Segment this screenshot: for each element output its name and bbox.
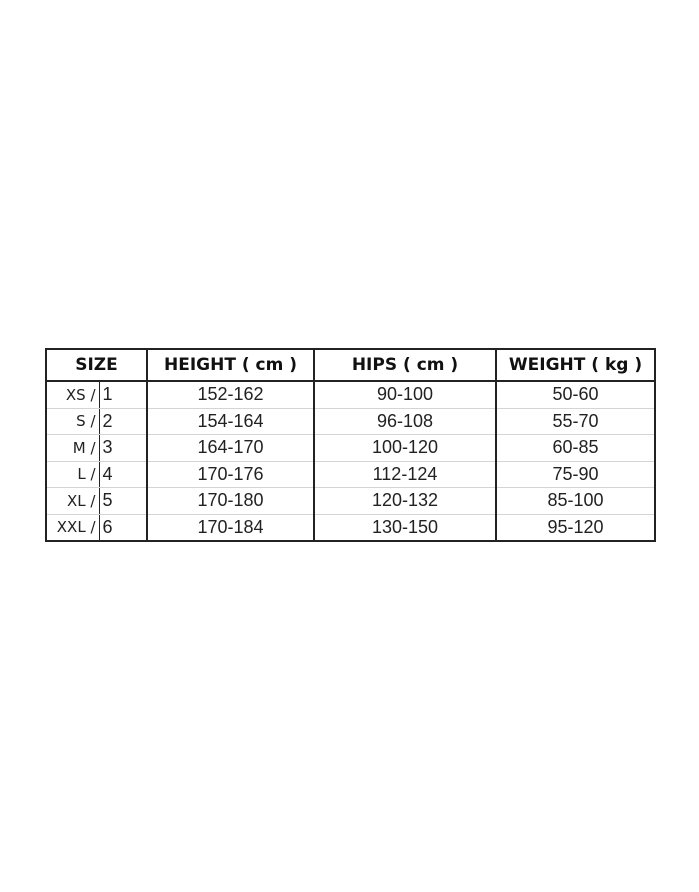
hips-cell: 96-108 (313, 408, 497, 435)
weight-cell: 75-90 (495, 461, 656, 488)
table-row: XXL /6 170-184 130-150 95-120 (45, 514, 656, 542)
size-label: XS / (45, 381, 100, 409)
table-row: XL /5 170-180 120-132 85-100 (45, 487, 656, 515)
height-cell: 170-184 (146, 514, 315, 542)
header-hips: HIPS ( cm ) (313, 348, 497, 382)
size-label: S / (45, 408, 100, 435)
hips-cell: 90-100 (313, 381, 497, 409)
weight-cell: 95-120 (495, 514, 656, 542)
height-cell: 154-164 (146, 408, 315, 435)
table-row: XS /1 152-162 90-100 50-60 (45, 381, 656, 409)
hips-cell: 100-120 (313, 434, 497, 462)
height-cell: 170-176 (146, 461, 315, 488)
size-label: L / (45, 461, 100, 488)
hips-cell: 120-132 (313, 487, 497, 515)
weight-cell: 60-85 (495, 434, 656, 462)
size-number: 6 (99, 514, 148, 542)
height-cell: 170-180 (146, 487, 315, 515)
size-label: XXL / (45, 514, 100, 542)
table-row: M /3 164-170 100-120 60-85 (45, 434, 656, 462)
size-number: 5 (99, 487, 148, 515)
hips-cell: 112-124 (313, 461, 497, 488)
size-number: 3 (99, 434, 148, 462)
size-number: 2 (99, 408, 148, 435)
height-cell: 152-162 (146, 381, 315, 409)
size-label: M / (45, 434, 100, 462)
hips-cell: 130-150 (313, 514, 497, 542)
size-chart-table: SIZE HEIGHT ( cm ) HIPS ( cm ) WEIGHT ( … (45, 348, 656, 542)
table-row: L /4 170-176 112-124 75-90 (45, 461, 656, 488)
weight-cell: 55-70 (495, 408, 656, 435)
size-label: XL / (45, 487, 100, 515)
table-row: S /2 154-164 96-108 55-70 (45, 408, 656, 435)
header-weight: WEIGHT ( kg ) (495, 348, 656, 382)
size-number: 1 (99, 381, 148, 409)
weight-cell: 50-60 (495, 381, 656, 409)
weight-cell: 85-100 (495, 487, 656, 515)
header-row: SIZE HEIGHT ( cm ) HIPS ( cm ) WEIGHT ( … (45, 348, 656, 382)
header-size: SIZE (45, 348, 148, 382)
header-height: HEIGHT ( cm ) (146, 348, 315, 382)
size-number: 4 (99, 461, 148, 488)
height-cell: 164-170 (146, 434, 315, 462)
